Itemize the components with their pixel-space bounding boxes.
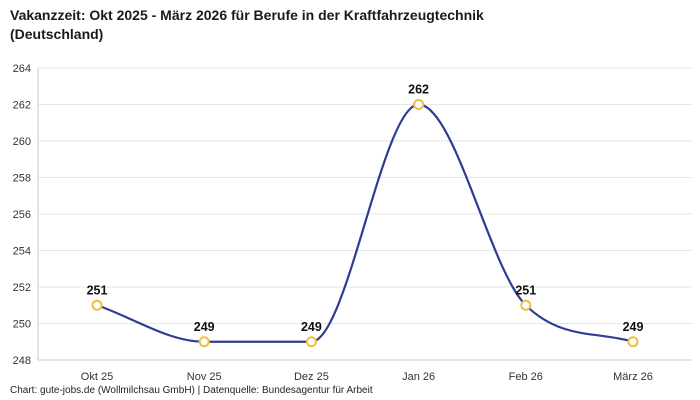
data-point-marker	[627, 336, 639, 348]
data-point-label: 249	[301, 320, 322, 334]
y-tick-label: 264	[13, 63, 31, 75]
data-point-marker	[198, 336, 210, 348]
y-tick-label: 258	[13, 173, 31, 185]
line-chart-svg: 248 250 252 254 256 258 260 262 264 Okt 25 Nov 25 D…	[13, 63, 692, 383]
chart-area: 248 250 252 254 256 258 260 262 264 Okt 25 Nov 25 D…	[0, 46, 700, 386]
y-tick-label: 262	[13, 100, 31, 112]
series-line-path	[95, 103, 635, 343]
x-tick-label: Jan 26	[402, 371, 435, 383]
data-point-marker	[91, 299, 103, 311]
y-tick-label: 252	[13, 282, 31, 294]
x-tick-label: Okt 25	[81, 371, 113, 383]
x-tick-label: Dez 25	[294, 371, 329, 383]
data-point-label: 262	[408, 83, 429, 97]
chart-title: Vakanzzeit: Okt 2025 - März 2026 für Ber…	[10, 7, 484, 42]
y-tick-label: 256	[13, 209, 31, 221]
data-point-label: 251	[515, 283, 536, 297]
x-tick-label: Nov 25	[187, 371, 222, 383]
data-point-marker	[413, 99, 425, 110]
x-tick-label: März 26	[613, 371, 653, 383]
data-point-label: 249	[623, 320, 644, 334]
data-point-marker	[305, 336, 317, 348]
data-point-label: 249	[194, 320, 215, 334]
data-point-marker	[520, 299, 532, 311]
y-tick-label: 254	[13, 246, 31, 258]
y-tick-label: 250	[13, 319, 31, 331]
chart-footer: Chart: gute-jobs.de (Wollmilchsau GmbH) …	[10, 385, 373, 396]
data-point-label: 251	[87, 283, 108, 297]
y-tick-label: 260	[13, 136, 31, 148]
y-tick-label: 248	[13, 355, 31, 367]
x-tick-label: Feb 26	[509, 371, 543, 383]
